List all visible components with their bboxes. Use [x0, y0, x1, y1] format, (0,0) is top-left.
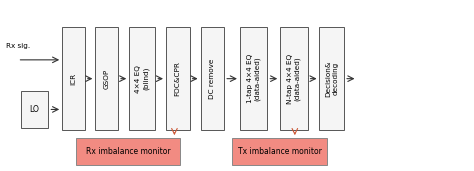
Bar: [280, 27, 308, 130]
Text: Decision&
decoding: Decision& decoding: [325, 60, 338, 97]
Bar: [129, 27, 155, 130]
Text: 4×4 EQ
(blind): 4×4 EQ (blind): [136, 65, 149, 93]
Text: Rx sig.: Rx sig.: [6, 43, 30, 49]
Text: 1-tap 4×4 EQ
(data-aided): 1-tap 4×4 EQ (data-aided): [247, 54, 260, 103]
Bar: [21, 91, 48, 128]
Text: Tx imbalance monitor: Tx imbalance monitor: [238, 147, 321, 156]
Bar: [95, 27, 118, 130]
Bar: [201, 27, 224, 130]
Bar: [62, 27, 85, 130]
Bar: [319, 27, 344, 130]
Text: N-tap 4×4 EQ
(data-aided): N-tap 4×4 EQ (data-aided): [287, 54, 301, 104]
Text: FOC&CPR: FOC&CPR: [175, 61, 181, 96]
Bar: [76, 138, 180, 165]
Bar: [232, 138, 327, 165]
Text: LO: LO: [30, 105, 39, 114]
Text: ICR: ICR: [71, 73, 76, 85]
Text: DC remove: DC remove: [210, 58, 215, 99]
Bar: [240, 27, 267, 130]
Text: GSOP: GSOP: [104, 69, 109, 89]
Text: Rx imbalance monitor: Rx imbalance monitor: [86, 147, 170, 156]
Bar: [166, 27, 190, 130]
